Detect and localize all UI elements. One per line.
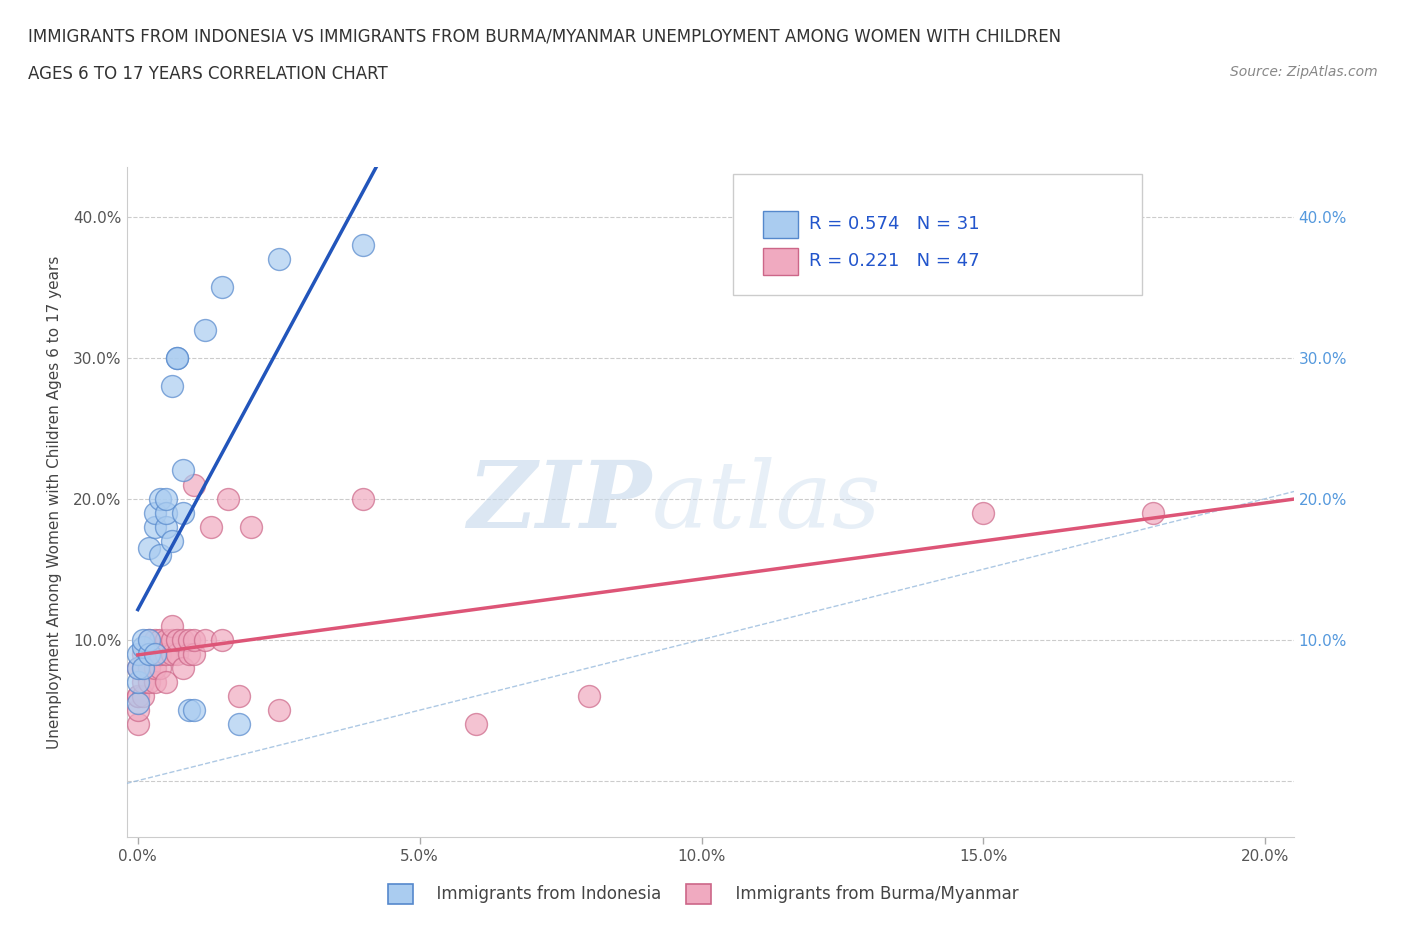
Point bbox=[149, 491, 172, 506]
Point bbox=[143, 505, 166, 520]
Point bbox=[149, 632, 172, 647]
Point bbox=[138, 540, 160, 555]
Text: R = 0.221   N = 47: R = 0.221 N = 47 bbox=[810, 252, 980, 270]
Text: IMMIGRANTS FROM INDONESIA VS IMMIGRANTS FROM BURMA/MYANMAR UNEMPLOYMENT AMONG WO: IMMIGRANTS FROM INDONESIA VS IMMIGRANTS … bbox=[28, 28, 1062, 46]
Point bbox=[228, 717, 250, 732]
Point bbox=[138, 646, 160, 661]
Legend:   Immigrants from Indonesia,   Immigrants from Burma/Myanmar: Immigrants from Indonesia, Immigrants fr… bbox=[380, 875, 1026, 912]
Point bbox=[127, 674, 149, 689]
Point bbox=[127, 660, 149, 675]
Point bbox=[177, 632, 200, 647]
Point bbox=[127, 688, 149, 703]
Point bbox=[138, 632, 160, 647]
Point bbox=[166, 351, 188, 365]
Point bbox=[183, 632, 205, 647]
Point bbox=[228, 688, 250, 703]
Point bbox=[172, 632, 194, 647]
Point bbox=[127, 688, 149, 703]
Point bbox=[211, 632, 233, 647]
Point bbox=[143, 646, 166, 661]
Point bbox=[183, 646, 205, 661]
Point bbox=[132, 639, 155, 654]
Point bbox=[239, 520, 262, 535]
Point bbox=[177, 703, 200, 718]
Point bbox=[138, 660, 160, 675]
Point bbox=[127, 717, 149, 732]
Point bbox=[155, 520, 177, 535]
Point bbox=[143, 632, 166, 647]
Point bbox=[132, 660, 155, 675]
FancyBboxPatch shape bbox=[734, 174, 1142, 295]
Text: Source: ZipAtlas.com: Source: ZipAtlas.com bbox=[1230, 65, 1378, 79]
Point bbox=[149, 548, 172, 563]
Point bbox=[132, 632, 155, 647]
Point bbox=[155, 491, 177, 506]
Point bbox=[465, 717, 488, 732]
Point bbox=[211, 280, 233, 295]
Point bbox=[160, 632, 183, 647]
Point bbox=[143, 674, 166, 689]
Point bbox=[166, 646, 188, 661]
Point bbox=[132, 646, 155, 661]
Point bbox=[127, 660, 149, 675]
FancyBboxPatch shape bbox=[762, 247, 797, 274]
Text: atlas: atlas bbox=[652, 458, 882, 547]
Point bbox=[160, 646, 183, 661]
Point bbox=[160, 534, 183, 549]
Point bbox=[578, 688, 600, 703]
Point bbox=[138, 674, 160, 689]
Point bbox=[194, 632, 217, 647]
Point bbox=[172, 505, 194, 520]
Text: ZIP: ZIP bbox=[467, 458, 652, 547]
FancyBboxPatch shape bbox=[762, 211, 797, 238]
Point bbox=[132, 688, 155, 703]
Point bbox=[267, 252, 290, 267]
Point bbox=[127, 646, 149, 661]
Point bbox=[143, 520, 166, 535]
Point bbox=[200, 520, 222, 535]
Point bbox=[972, 505, 994, 520]
Point bbox=[267, 703, 290, 718]
Text: AGES 6 TO 17 YEARS CORRELATION CHART: AGES 6 TO 17 YEARS CORRELATION CHART bbox=[28, 65, 388, 83]
Point bbox=[166, 632, 188, 647]
Point bbox=[352, 237, 374, 252]
Point bbox=[155, 632, 177, 647]
Point bbox=[183, 477, 205, 492]
Point bbox=[172, 660, 194, 675]
Point bbox=[132, 660, 155, 675]
Point bbox=[166, 351, 188, 365]
Point bbox=[149, 646, 172, 661]
Point bbox=[138, 646, 160, 661]
Point bbox=[155, 646, 177, 661]
Point bbox=[352, 491, 374, 506]
Point bbox=[143, 660, 166, 675]
Point bbox=[160, 379, 183, 393]
Point bbox=[127, 703, 149, 718]
Text: R = 0.574   N = 31: R = 0.574 N = 31 bbox=[810, 216, 980, 233]
Point bbox=[172, 463, 194, 478]
Point bbox=[194, 322, 217, 337]
Y-axis label: Unemployment Among Women with Children Ages 6 to 17 years: Unemployment Among Women with Children A… bbox=[46, 256, 62, 749]
Point bbox=[149, 660, 172, 675]
Point bbox=[155, 505, 177, 520]
Point bbox=[1142, 505, 1164, 520]
Point bbox=[143, 646, 166, 661]
Point bbox=[177, 646, 200, 661]
Point bbox=[183, 703, 205, 718]
Point bbox=[217, 491, 239, 506]
Point bbox=[132, 674, 155, 689]
Point bbox=[127, 696, 149, 711]
Point bbox=[160, 618, 183, 633]
Point bbox=[155, 674, 177, 689]
Point bbox=[138, 632, 160, 647]
